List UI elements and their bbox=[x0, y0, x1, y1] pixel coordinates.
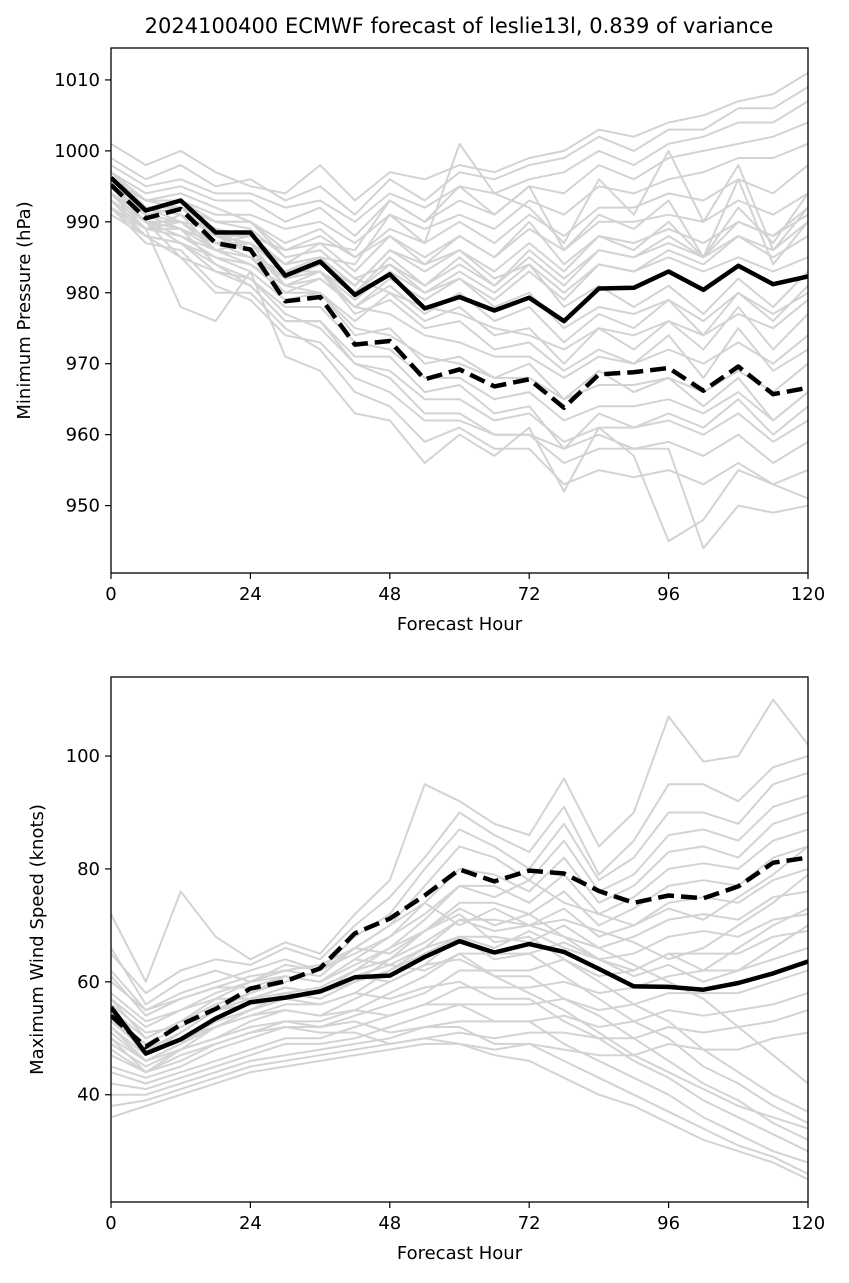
pressure-y-tick-label: 980 bbox=[66, 283, 100, 304]
wind-member-line-24 bbox=[111, 873, 808, 1017]
wind-member-line-7 bbox=[111, 845, 808, 1057]
pressure-member-line-1 bbox=[111, 71, 808, 202]
wind-member-line-3 bbox=[111, 772, 808, 1012]
pressure-member-line-19 bbox=[111, 185, 808, 550]
wind-y-tick-label: 60 bbox=[77, 972, 100, 993]
wind-panel: 0 24 48 72 96 120 40 60 80 100 Forecast Hour Maximu… bbox=[27, 676, 825, 1264]
pressure-member-line-22 bbox=[111, 185, 808, 287]
pressure-y-tick-label: 1000 bbox=[54, 141, 100, 162]
pressure-x-tick-label: 0 bbox=[105, 584, 116, 605]
pressure-member-line-14 bbox=[111, 199, 808, 422]
wind-member-line-20 bbox=[111, 980, 808, 1153]
pressure-plot-frame bbox=[110, 47, 809, 574]
wind-member-line-14 bbox=[111, 992, 808, 1096]
pressure-member-line-24 bbox=[111, 178, 808, 379]
wind-member-line-26 bbox=[111, 918, 808, 1085]
wind-member-line-27 bbox=[111, 952, 808, 1130]
pressure-member-line-2 bbox=[111, 86, 808, 216]
wind-member-line-29 bbox=[111, 907, 808, 1062]
pressure-member-line-16 bbox=[111, 206, 808, 464]
wind-member-line-18 bbox=[111, 935, 808, 1124]
wind-member-line-12 bbox=[111, 947, 808, 1085]
pressure-member-line-30 bbox=[111, 199, 808, 294]
pressure-member-line-4 bbox=[111, 121, 808, 237]
pressure-member-line-17 bbox=[111, 199, 808, 486]
pressure-dashed-line bbox=[111, 183, 808, 410]
wind-member-line-9 bbox=[111, 890, 808, 1068]
wind-x-tick-label: 24 bbox=[239, 1213, 262, 1234]
wind-member-line-11 bbox=[111, 930, 808, 1079]
pressure-member-line-27 bbox=[111, 192, 808, 450]
pressure-x-tick-label: 72 bbox=[518, 584, 541, 605]
wind-member-line-15 bbox=[111, 1009, 808, 1107]
pressure-y-axis-label: Minimum Pressure (hPa) bbox=[14, 201, 35, 419]
pressure-y-tick-label: 970 bbox=[66, 354, 100, 375]
chart-title: 2024100400 ECMWF forecast of leslie13l, … bbox=[145, 14, 774, 38]
wind-member-line-22 bbox=[111, 1020, 808, 1175]
pressure-member-line-28 bbox=[111, 178, 808, 422]
pressure-x-axis-label: Forecast Hour bbox=[397, 614, 523, 635]
wind-y-axis-label: Maximum Wind Speed (knots) bbox=[27, 804, 48, 1075]
pressure-member-line-23 bbox=[111, 192, 808, 365]
pressure-member-line-11 bbox=[111, 178, 808, 351]
pressure-member-line-13 bbox=[111, 192, 808, 401]
wind-y-tick-label: 40 bbox=[77, 1085, 100, 1106]
pressure-ensemble-lines bbox=[111, 71, 808, 550]
wind-summary-lines bbox=[111, 855, 808, 1056]
wind-mean-line bbox=[111, 938, 808, 1056]
pressure-y-tick-label: 990 bbox=[66, 212, 100, 233]
pressure-x-tick-label: 96 bbox=[657, 584, 680, 605]
pressure-x-tick-label: 48 bbox=[378, 584, 401, 605]
wind-member-line-17 bbox=[111, 913, 808, 1113]
wind-axes: 0 24 48 72 96 120 40 60 80 100 Forecast Hour Maximu… bbox=[27, 676, 825, 1264]
wind-member-line-1 bbox=[111, 698, 808, 983]
pressure-y-tick-label: 1010 bbox=[54, 70, 100, 91]
wind-x-tick-label: 0 bbox=[105, 1213, 116, 1234]
pressure-member-line-18 bbox=[111, 192, 808, 543]
pressure-axes: 0 24 48 72 96 120 950 960 970 980 990 1000 1010 Forec… bbox=[14, 47, 825, 635]
wind-member-line-16 bbox=[111, 1031, 808, 1119]
pressure-member-line-5 bbox=[111, 142, 808, 245]
wind-member-line-25 bbox=[111, 907, 808, 1040]
wind-member-line-21 bbox=[111, 1003, 808, 1164]
pressure-mean-line bbox=[111, 176, 808, 324]
pressure-member-line-26 bbox=[111, 185, 808, 315]
pressure-panel: 0 24 48 72 96 120 950 960 970 980 990 1000 1010 Forec… bbox=[14, 47, 825, 635]
wind-member-line-2 bbox=[111, 755, 808, 995]
wind-x-tick-label: 48 bbox=[378, 1213, 401, 1234]
wind-x-axis-label: Forecast Hour bbox=[397, 1243, 523, 1264]
pressure-member-line-3 bbox=[111, 100, 808, 223]
wind-member-line-4 bbox=[111, 794, 808, 1028]
pressure-x-tick-label: 120 bbox=[791, 584, 825, 605]
pressure-y-tick-label: 960 bbox=[66, 425, 100, 446]
pressure-y-tick-label: 950 bbox=[66, 496, 100, 517]
pressure-member-line-15 bbox=[111, 206, 808, 443]
wind-x-tick-label: 120 bbox=[791, 1213, 825, 1234]
wind-y-tick-label: 80 bbox=[77, 859, 100, 880]
wind-plot-frame bbox=[110, 676, 809, 1203]
wind-x-tick-label: 96 bbox=[657, 1213, 680, 1234]
pressure-summary-lines bbox=[111, 176, 808, 410]
pressure-x-tick-label: 24 bbox=[239, 584, 262, 605]
wind-x-tick-label: 72 bbox=[518, 1213, 541, 1234]
pressure-member-line-31 bbox=[111, 171, 808, 330]
pressure-member-line-25 bbox=[111, 199, 808, 344]
wind-member-line-19 bbox=[111, 958, 808, 1141]
wind-y-tick-label: 100 bbox=[66, 746, 100, 767]
wind-dashed-line bbox=[111, 855, 808, 1050]
wind-member-line-23 bbox=[111, 1026, 808, 1181]
